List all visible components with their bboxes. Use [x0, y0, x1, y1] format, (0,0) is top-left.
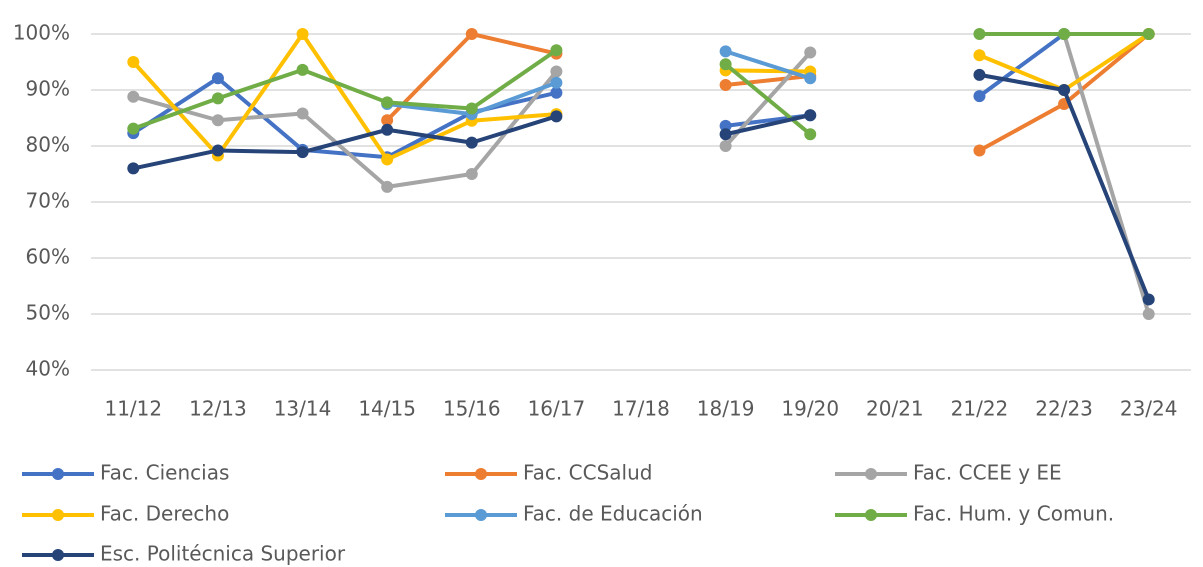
data-point: [465, 28, 478, 40]
legend-marker: [52, 509, 64, 521]
x-tick-label: 20/21: [866, 397, 924, 421]
data-point: [804, 46, 817, 59]
data-point: [973, 144, 986, 157]
legend-marker: [475, 468, 487, 480]
data-point: [973, 49, 986, 62]
data-point: [381, 153, 394, 166]
y-tick-label: 70%: [26, 189, 70, 213]
legend-marker: [865, 509, 877, 521]
y-tick-label: 90%: [26, 77, 70, 101]
x-tick-label: 22/23: [1035, 397, 1093, 421]
series-line: [132, 72, 1151, 301]
x-tick-label: 19/20: [781, 397, 839, 421]
data-point: [127, 122, 140, 135]
data-point: [211, 92, 224, 105]
data-point: [465, 168, 478, 180]
data-point: [719, 58, 732, 71]
data-point: [381, 96, 394, 109]
data-point: [1142, 293, 1155, 306]
legend-marker: [475, 509, 487, 521]
data-point: [296, 107, 309, 120]
x-tick-label: 12/13: [189, 397, 247, 421]
data-point: [127, 56, 140, 68]
legend-marker: [865, 468, 877, 480]
data-point: [296, 28, 309, 40]
legend-label: Fac. CCSalud: [523, 461, 652, 485]
data-point: [550, 44, 563, 57]
data-point: [127, 162, 140, 175]
legend-label: Fac. CCEE y EE: [913, 461, 1062, 485]
x-tick-label: 21/22: [951, 397, 1009, 421]
data-point: [1142, 308, 1155, 320]
legend-label: Fac. de Educación: [523, 502, 703, 526]
data-point: [211, 144, 224, 157]
data-point: [719, 78, 732, 91]
y-tick-label: 50%: [26, 301, 70, 325]
x-tick-label: 17/18: [612, 397, 670, 421]
x-tick-label: 14/15: [358, 397, 416, 421]
data-point: [719, 128, 732, 141]
data-point: [804, 128, 817, 141]
data-point: [296, 146, 309, 159]
legend-label: Fac. Ciencias: [100, 461, 229, 485]
y-tick-label: 80%: [26, 133, 70, 157]
data-point: [973, 68, 986, 81]
data-point: [550, 110, 563, 123]
data-point: [127, 90, 140, 103]
data-point: [804, 72, 817, 85]
data-point: [381, 180, 394, 193]
data-point: [550, 86, 563, 99]
data-point: [211, 114, 224, 127]
legend-marker: [52, 468, 64, 480]
x-tick-label: 16/17: [528, 397, 586, 421]
x-tick-label: 15/16: [443, 397, 501, 421]
data-point: [381, 123, 394, 136]
data-point: [550, 76, 563, 89]
data-point: [719, 45, 732, 58]
legend-label: Esc. Politécnica Superior: [100, 542, 346, 566]
data-point: [719, 119, 732, 132]
legend-marker: [52, 549, 64, 561]
legend-label: Fac. Hum. y Comun.: [913, 502, 1114, 526]
data-point: [296, 63, 309, 76]
data-point: [804, 109, 817, 122]
data-point: [1142, 28, 1155, 40]
data-point: [719, 140, 732, 152]
data-point: [550, 65, 563, 78]
data-point: [973, 90, 986, 103]
y-tick-label: 100%: [13, 21, 70, 45]
legend-label: Fac. Derecho: [100, 502, 229, 526]
series-line: [132, 32, 1149, 160]
x-tick-label: 13/14: [274, 397, 332, 421]
y-tick-label: 60%: [26, 245, 70, 269]
x-tick-label: 11/12: [104, 397, 162, 421]
data-point: [381, 114, 394, 127]
data-point: [1058, 84, 1071, 96]
y-tick-label: 40%: [26, 357, 70, 381]
x-tick-label: 18/19: [697, 397, 755, 421]
data-point: [973, 28, 986, 40]
data-point: [465, 136, 478, 149]
data-point: [1058, 28, 1071, 40]
data-point: [465, 102, 478, 115]
x-tick-label: 23/24: [1120, 397, 1178, 421]
data-point: [211, 72, 224, 85]
